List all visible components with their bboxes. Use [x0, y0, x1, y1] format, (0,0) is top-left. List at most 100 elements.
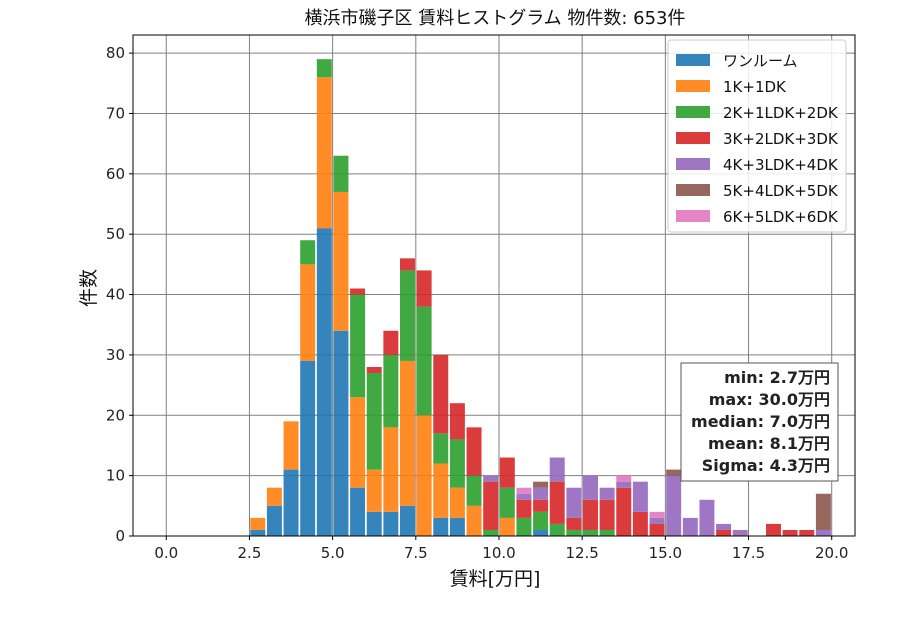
bar-segment [815, 493, 831, 530]
bar-segment [366, 366, 382, 374]
bar-segment [416, 270, 432, 307]
bar-segment [400, 360, 415, 506]
legend-label: ワンルーム [723, 52, 798, 70]
bar-segment [250, 529, 266, 536]
bar-segment [266, 487, 282, 506]
bar-segment [599, 487, 615, 500]
bar-segment [383, 330, 399, 355]
stats-line: min: 2.7万円 [724, 368, 830, 387]
bar-segment [549, 523, 565, 536]
bar-segment [699, 499, 715, 536]
stats-line: max: 30.0万円 [709, 390, 830, 409]
bar-segment [366, 511, 382, 536]
bar-segment [400, 270, 415, 361]
bar-segment [283, 469, 299, 536]
y-tick-label: 0 [115, 527, 125, 545]
bar-segment [383, 354, 399, 428]
bar-segment [516, 493, 532, 500]
bar-segment [616, 475, 632, 482]
bar-segment [366, 469, 382, 512]
legend: ワンルーム 1K+1DK 2K+1LDK+2DK 3K+2LDK+3DK 4K+3LDK… [667, 39, 847, 233]
bar-segment [466, 427, 482, 476]
bar-segment [632, 511, 648, 536]
bar-segment [566, 517, 582, 530]
bar-segment [649, 517, 665, 524]
bar-segment [649, 523, 665, 536]
x-tick-label: 2.5 [238, 544, 262, 562]
bar-segment [682, 517, 698, 536]
bar-segment [533, 499, 549, 512]
legend-swatch [676, 132, 710, 144]
bar-segment [599, 529, 615, 536]
bar-segment [533, 529, 549, 536]
bar-segment [583, 529, 598, 536]
x-tick-label: 0.0 [154, 544, 178, 562]
bar-segment [449, 487, 465, 518]
bar-segment [283, 421, 299, 470]
y-tick-label: 30 [106, 346, 125, 364]
bar-segment [566, 487, 582, 518]
y-axis-ticks: 0 10 20 30 40 50 60 70 80 [106, 44, 133, 545]
bar-segment [433, 433, 449, 464]
bar-segment [350, 397, 366, 488]
bar-segment [549, 481, 565, 524]
bar-segment [765, 523, 781, 536]
bar-segment [316, 59, 332, 78]
x-tick-label: 10.0 [482, 544, 515, 562]
bar-segment [466, 505, 482, 536]
bar-segment [300, 264, 316, 361]
bar-segment [333, 330, 349, 536]
bar-segment [433, 463, 449, 518]
bar-segment [416, 306, 432, 416]
plot-frame [132, 34, 856, 537]
bar-segment [616, 481, 632, 488]
x-tick-label: 5.0 [321, 544, 345, 562]
y-tick-label: 80 [106, 44, 125, 62]
bar-segment [815, 529, 831, 536]
bar-segment [433, 354, 449, 434]
bar-segment [333, 155, 349, 192]
legend-label: 5K+4LDK+5DK [723, 182, 839, 200]
legend-label: 2K+1LDK+2DK [723, 104, 839, 122]
bar-segment [333, 191, 349, 331]
bar-segment [449, 439, 465, 488]
y-tick-label: 70 [106, 104, 125, 122]
bar-segment [366, 373, 382, 470]
bar-segment [516, 517, 532, 536]
bar-segment [716, 529, 732, 536]
legend-label: 1K+1DK [723, 78, 787, 96]
bar-segment [799, 529, 815, 536]
y-tick-label: 20 [106, 406, 125, 424]
bar-segment [350, 487, 366, 536]
legend-label: 3K+2LDK+3DK [723, 130, 839, 148]
bar-segment [666, 469, 682, 476]
chart-title: 横浜市磯子区 賃料ヒストグラム 物件数: 653件 [304, 8, 685, 29]
x-tick-label: 20.0 [815, 544, 848, 562]
stats-line: mean: 8.1万円 [708, 434, 830, 453]
bar-segment [383, 427, 399, 512]
x-axis-label: 賃料[万円] [450, 568, 541, 590]
bar-segment [566, 529, 582, 536]
bar-segment [516, 487, 532, 494]
bar-segment [583, 475, 598, 500]
bar-segment [350, 288, 366, 295]
legend-swatch [676, 210, 710, 222]
stats-line: median: 7.0万円 [691, 412, 830, 431]
bar-segment [483, 481, 499, 530]
bar-segment [466, 475, 482, 506]
y-tick-label: 50 [106, 225, 125, 243]
bar-segment [649, 511, 665, 518]
x-tick-label: 7.5 [404, 544, 428, 562]
bar-segment [316, 77, 332, 229]
bar-segment [266, 505, 282, 536]
bar-segment [433, 517, 449, 536]
bar-segment [632, 481, 648, 512]
bar-segment [316, 228, 332, 537]
bar-stack-group [250, 59, 831, 537]
bar-segment [416, 415, 432, 536]
bar-segment [583, 499, 598, 530]
stats-box [680, 362, 839, 482]
bar-segment [449, 403, 465, 440]
